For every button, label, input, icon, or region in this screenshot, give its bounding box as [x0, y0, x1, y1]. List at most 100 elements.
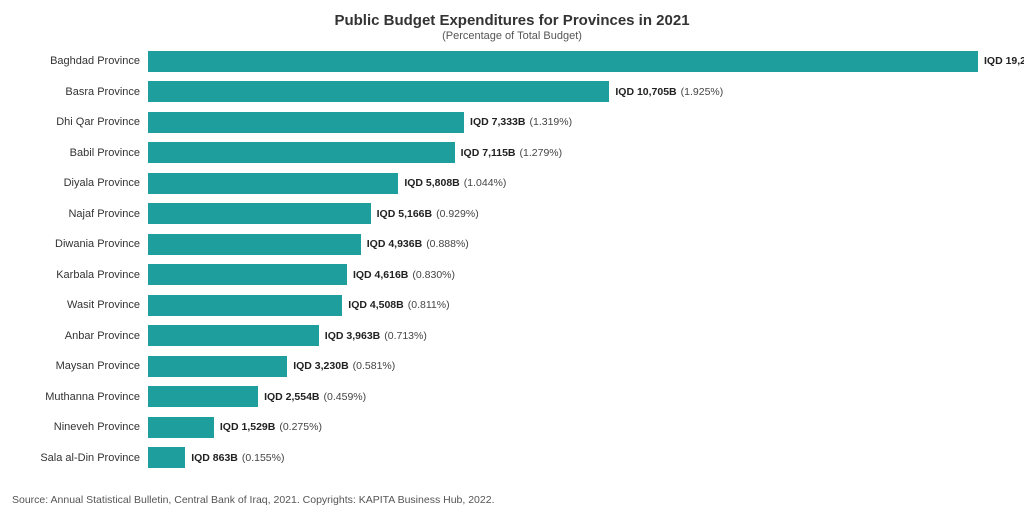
category-label: Maysan Province [20, 360, 148, 372]
category-label: Karbala Province [20, 269, 148, 281]
bar-row: Basra Province IQD 10,705B (1.925%) [20, 77, 1004, 108]
bar [148, 325, 319, 346]
value-label: IQD 7,115B (1.279%) [461, 147, 562, 159]
bar-row: Sala al-Din Province IQD 863B(0.155%) [20, 443, 1004, 474]
value-amount: IQD 5,166B [377, 208, 432, 220]
category-label: Wasit Province [20, 299, 148, 311]
bar-row: Muthanna Province IQD 2,554B (0.459%) [20, 382, 1004, 413]
value-percent: (1.925%) [681, 86, 724, 98]
bar [148, 173, 398, 194]
category-label: Basra Province [20, 86, 148, 98]
bar [148, 203, 371, 224]
value-label: IQD 863B(0.155%) [191, 452, 284, 464]
value-percent: (0.581%) [353, 360, 396, 372]
value-amount: IQD 3,963B [325, 330, 380, 342]
bar-area: IQD 863B(0.155%) [148, 443, 1004, 474]
value-label: IQD 4,616B (0.830%) [353, 269, 455, 281]
value-percent: (0.811%) [408, 299, 450, 311]
bar-area: IQD 4,508B (0.811%) [148, 290, 1004, 321]
bar-row: Baghdad ProvinceIQD 19,258B(3.463%) [20, 46, 1004, 77]
value-amount: IQD 863B [191, 452, 238, 464]
bar-area: IQD 10,705B (1.925%) [148, 77, 1004, 108]
value-amount: IQD 4,508B [348, 299, 403, 311]
bar [148, 356, 287, 377]
category-label: Nineveh Province [20, 421, 148, 433]
bar-area: IQD 7,333B (1.319%) [148, 107, 1004, 138]
value-label: IQD 1,529B (0.275%) [220, 421, 322, 433]
bar [148, 112, 464, 133]
bar-row: Karbala Province IQD 4,616B (0.830%) [20, 260, 1004, 291]
category-label: Baghdad Province [20, 55, 148, 67]
value-amount: IQD 4,936B [367, 238, 422, 250]
value-amount: IQD 7,333B [470, 116, 525, 128]
value-percent: (0.713%) [384, 330, 427, 342]
value-percent: (1.044%) [464, 177, 507, 189]
value-amount: IQD 7,115B [461, 147, 516, 159]
value-percent: (0.275%) [279, 421, 322, 433]
value-label: IQD 3,963B (0.713%) [325, 330, 427, 342]
bar-row: Dhi Qar Province IQD 7,333B (1.319%) [20, 107, 1004, 138]
bar [148, 447, 185, 468]
value-amount: IQD 5,808B [404, 177, 459, 189]
bar [148, 264, 347, 285]
category-label: Sala al-Din Province [20, 452, 148, 464]
bar-row: Babil Province IQD 7,115B (1.279%) [20, 138, 1004, 169]
bar [148, 234, 361, 255]
value-label: IQD 3,230B (0.581%) [293, 360, 395, 372]
bar-area: IQD 19,258B(3.463%) [148, 46, 1024, 77]
bar-area: IQD 5,808B (1.044%) [148, 168, 1004, 199]
category-label: Anbar Province [20, 330, 148, 342]
bar [148, 81, 609, 102]
category-label: Babil Province [20, 147, 148, 159]
value-percent: (0.888%) [426, 238, 469, 250]
category-label: Dhi Qar Province [20, 116, 148, 128]
value-percent: (0.929%) [436, 208, 479, 220]
value-amount: IQD 2,554B [264, 391, 319, 403]
bar-area: IQD 4,616B (0.830%) [148, 260, 1004, 291]
bar [148, 295, 342, 316]
bar-area: IQD 3,963B (0.713%) [148, 321, 1004, 352]
bar-row: Najaf Province IQD 5,166B (0.929%) [20, 199, 1004, 230]
value-amount: IQD 19,258B [984, 55, 1024, 67]
bar-area: IQD 1,529B (0.275%) [148, 412, 1004, 443]
value-amount: IQD 10,705B [615, 86, 676, 98]
category-label: Diyala Province [20, 177, 148, 189]
bar-row: Maysan Province IQD 3,230B (0.581%) [20, 351, 1004, 382]
bar [148, 142, 455, 163]
value-amount: IQD 3,230B [293, 360, 348, 372]
value-amount: IQD 1,529B [220, 421, 275, 433]
plot-area: Baghdad ProvinceIQD 19,258B(3.463%)Basra… [20, 46, 1004, 473]
value-label: IQD 5,808B (1.044%) [404, 177, 506, 189]
bar-row: Diwania Province IQD 4,936B (0.888%) [20, 229, 1004, 260]
value-percent: (1.319%) [529, 116, 572, 128]
bar-area: IQD 2,554B (0.459%) [148, 382, 1004, 413]
value-percent: (0.830%) [412, 269, 455, 281]
value-label: IQD 4,936B (0.888%) [367, 238, 469, 250]
value-amount: IQD 4,616B [353, 269, 408, 281]
bar-area: IQD 5,166B (0.929%) [148, 199, 1004, 230]
bar-row: Wasit Province IQD 4,508B (0.811%) [20, 290, 1004, 321]
title-block: Public Budget Expenditures for Provinces… [20, 12, 1004, 42]
chart-subtitle: (Percentage of Total Budget) [20, 30, 1004, 42]
source-text: Source: Annual Statistical Bulletin, Cen… [12, 494, 495, 506]
chart-title: Public Budget Expenditures for Provinces… [20, 12, 1004, 29]
value-percent: (1.279%) [520, 147, 563, 159]
bar [148, 386, 258, 407]
category-label: Diwania Province [20, 238, 148, 250]
value-label: IQD 19,258B(3.463%) [984, 55, 1024, 67]
bar [148, 417, 214, 438]
value-label: IQD 7,333B (1.319%) [470, 116, 572, 128]
value-label: IQD 4,508B (0.811%) [348, 299, 449, 311]
bar [148, 51, 978, 72]
value-label: IQD 10,705B (1.925%) [615, 86, 723, 98]
value-percent: (0.459%) [324, 391, 367, 403]
chart-container: Public Budget Expenditures for Provinces… [0, 0, 1024, 512]
value-label: IQD 2,554B (0.459%) [264, 391, 366, 403]
bar-area: IQD 7,115B (1.279%) [148, 138, 1004, 169]
bar-area: IQD 3,230B (0.581%) [148, 351, 1004, 382]
category-label: Najaf Province [20, 208, 148, 220]
value-label: IQD 5,166B (0.929%) [377, 208, 479, 220]
category-label: Muthanna Province [20, 391, 148, 403]
bar-area: IQD 4,936B (0.888%) [148, 229, 1004, 260]
bar-row: Diyala Province IQD 5,808B (1.044%) [20, 168, 1004, 199]
